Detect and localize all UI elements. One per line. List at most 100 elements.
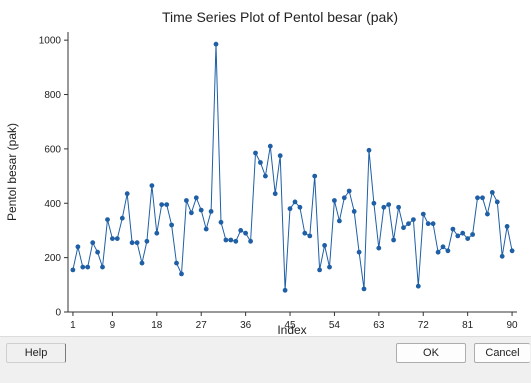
ok-button[interactable]: OK xyxy=(396,343,466,363)
x-tick-label: 18 xyxy=(151,320,163,331)
data-point xyxy=(90,240,96,246)
data-point xyxy=(322,243,327,248)
data-point xyxy=(337,218,342,224)
data-point xyxy=(203,226,209,232)
data-point xyxy=(430,221,436,227)
data-point xyxy=(406,221,411,227)
data-point xyxy=(509,248,515,254)
data-point xyxy=(292,199,298,205)
x-tick-label: 36 xyxy=(240,320,252,331)
data-point xyxy=(499,253,505,259)
y-axis-title: Pentol besar (pak) xyxy=(5,123,19,221)
data-point xyxy=(233,238,239,244)
y-tick-label: 1000 xyxy=(39,36,62,47)
data-point xyxy=(114,236,120,242)
x-axis-title: Index xyxy=(277,323,306,336)
data-point xyxy=(263,173,268,179)
data-point xyxy=(287,206,293,212)
data-point xyxy=(169,222,175,228)
data-point xyxy=(332,198,337,203)
data-point xyxy=(415,283,421,289)
x-axis-ticks: 1 9 18 27 36 45 54 63 72 81 90 xyxy=(70,312,518,331)
data-point xyxy=(411,217,416,223)
data-point xyxy=(124,191,130,197)
data-point xyxy=(435,249,441,255)
data-point xyxy=(455,233,461,239)
data-point xyxy=(346,188,352,194)
data-point xyxy=(149,183,155,189)
data-point xyxy=(440,244,446,250)
data-point xyxy=(297,204,303,210)
data-point xyxy=(351,209,357,214)
data-point xyxy=(386,202,392,208)
cancel-button[interactable]: Cancel xyxy=(474,343,530,363)
data-point xyxy=(105,217,110,223)
data-point xyxy=(159,202,165,208)
series-points xyxy=(70,41,515,293)
data-point xyxy=(504,224,510,229)
y-tick-label: 200 xyxy=(44,253,61,264)
data-point xyxy=(253,150,258,156)
data-point xyxy=(129,240,135,246)
data-point xyxy=(189,210,194,216)
data-point xyxy=(376,245,382,251)
data-point xyxy=(213,41,219,47)
y-tick-label: 800 xyxy=(44,90,61,101)
data-point xyxy=(381,204,387,210)
data-point xyxy=(179,271,184,277)
y-axis-ticks: 0 200 400 600 800 1000 xyxy=(39,36,68,319)
data-point xyxy=(144,238,150,244)
data-point xyxy=(110,236,115,242)
data-point xyxy=(282,287,288,293)
data-point xyxy=(100,264,105,270)
data-point xyxy=(258,160,263,165)
data-point xyxy=(70,267,76,273)
data-point xyxy=(164,202,170,208)
data-point xyxy=(272,191,278,197)
data-point xyxy=(327,264,332,270)
data-point xyxy=(366,147,372,153)
data-point xyxy=(460,230,466,236)
data-point xyxy=(75,244,81,250)
data-point xyxy=(223,237,229,243)
data-point xyxy=(475,195,480,201)
data-point xyxy=(312,173,318,179)
data-point xyxy=(277,153,283,159)
data-point xyxy=(267,143,273,149)
data-point xyxy=(371,200,377,206)
data-point xyxy=(391,237,396,243)
data-point xyxy=(425,221,431,227)
y-tick-label: 0 xyxy=(55,308,61,319)
data-point xyxy=(361,286,367,292)
x-tick-label: 81 xyxy=(462,320,474,331)
data-point xyxy=(174,260,179,266)
y-tick-label: 600 xyxy=(44,144,61,155)
data-point xyxy=(243,230,249,236)
chart-title: Time Series Plot of Pentol besar (pak) xyxy=(162,9,398,25)
x-tick-label: 90 xyxy=(507,320,519,331)
data-point xyxy=(139,260,145,266)
data-point xyxy=(198,207,204,213)
x-tick-label: 27 xyxy=(196,320,208,331)
data-point xyxy=(470,232,475,237)
data-point xyxy=(184,198,189,203)
data-point xyxy=(95,249,100,255)
x-tick-label: 63 xyxy=(373,320,385,331)
data-point xyxy=(85,264,91,270)
data-point xyxy=(485,211,490,217)
x-tick-label: 9 xyxy=(110,320,116,331)
data-point xyxy=(489,190,495,195)
data-point xyxy=(396,204,401,210)
data-point xyxy=(154,230,160,236)
x-tick-label: 1 xyxy=(70,320,76,331)
data-point xyxy=(302,230,308,236)
data-point xyxy=(317,267,322,273)
data-point xyxy=(480,195,485,201)
data-point xyxy=(134,240,140,246)
help-button[interactable]: Help xyxy=(6,343,66,363)
time-series-chart: Time Series Plot of Pentol besar (pak) 0… xyxy=(5,9,518,336)
data-point xyxy=(494,199,500,205)
x-tick-label: 54 xyxy=(329,320,341,331)
data-point xyxy=(307,233,313,239)
series-line xyxy=(72,44,513,291)
